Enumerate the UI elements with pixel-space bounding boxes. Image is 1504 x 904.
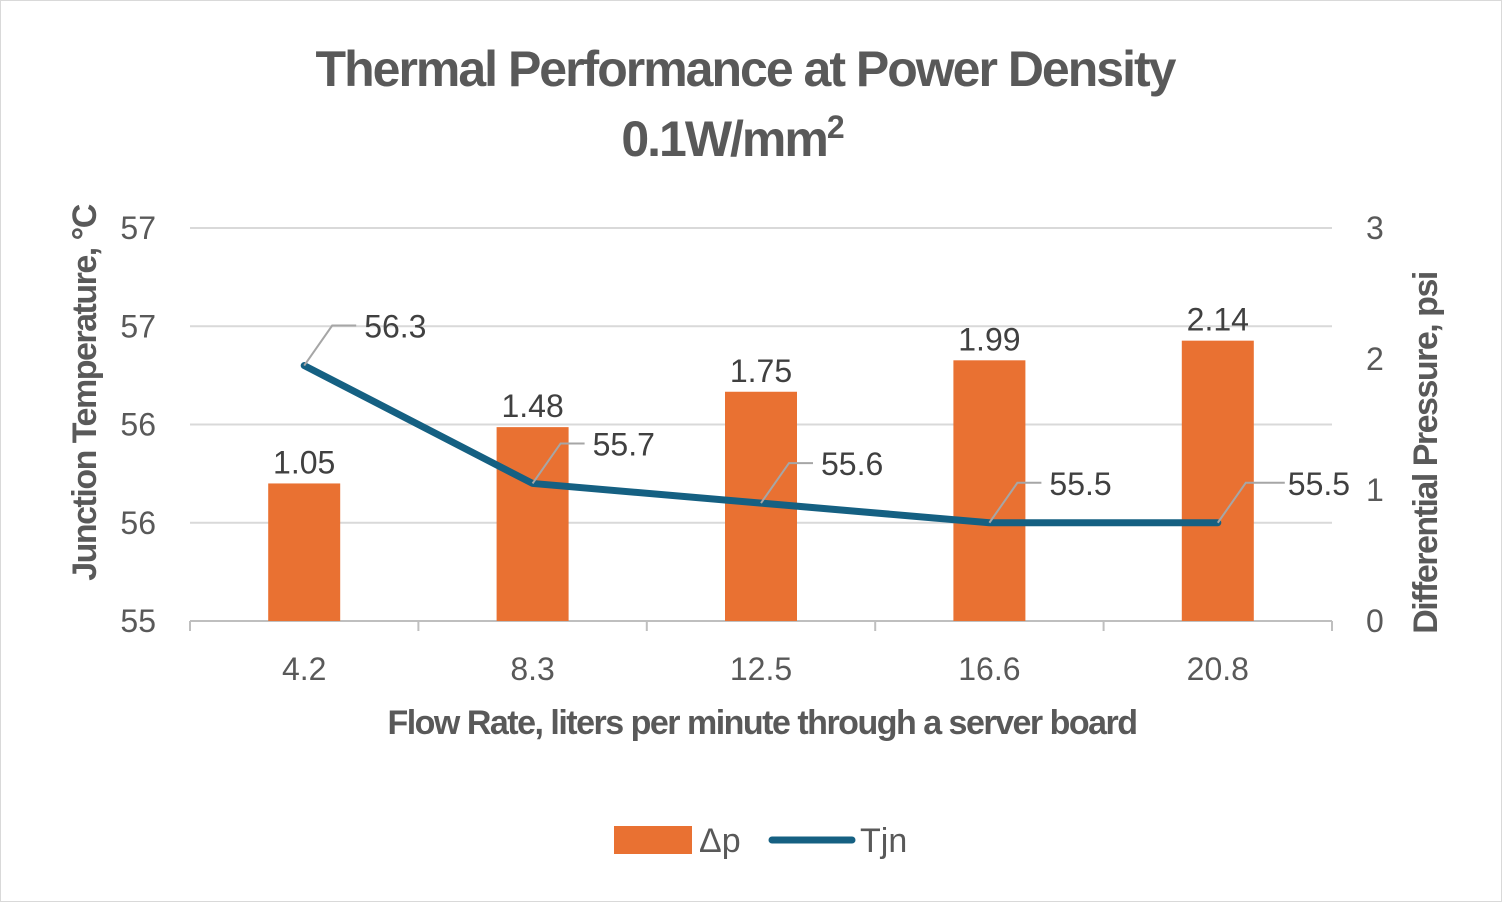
y-left-axis-title: Junction Temperature, °C	[66, 204, 104, 581]
line-data-label: 55.7	[593, 426, 655, 462]
y-left-tick-label: 55	[120, 603, 156, 639]
x-tick-label: 20.8	[1187, 651, 1249, 687]
bar-4.2	[268, 483, 341, 621]
x-tick-label: 8.3	[510, 651, 554, 687]
tick-labels: 55 56 56 57 57 0 1 2 3 4.2 8.3 12.5 16.6 20.8	[120, 210, 1383, 687]
y-right-tick-label: 1	[1366, 472, 1384, 508]
leader-line	[531, 442, 585, 485]
bar-data-label: 2.14	[1187, 302, 1249, 338]
y-right-tick-label: 0	[1366, 603, 1384, 639]
line-data-label: 56.3	[364, 309, 426, 345]
leader-line	[303, 324, 357, 367]
x-tick-label: 16.6	[958, 651, 1020, 687]
bars-series	[268, 340, 1254, 621]
bar-data-label: 1.99	[958, 321, 1020, 357]
bar-20.8	[1181, 340, 1254, 621]
leader-line	[988, 481, 1042, 524]
chart-subtitle: 0.1W/mm2	[621, 109, 844, 167]
y-left-tick-label: 57	[120, 308, 156, 344]
leader-line	[1216, 481, 1285, 524]
legend-label-tjn: Tjn	[860, 822, 907, 860]
y-left-tick-label: 56	[120, 505, 156, 541]
legend: Δp Tjn	[614, 822, 907, 860]
y-right-tick-label: 3	[1366, 210, 1384, 246]
subtitle-base: 0.1W/mm	[621, 111, 827, 167]
line-data-label: 55.6	[821, 446, 883, 482]
bar-8.3	[496, 427, 569, 621]
y-left-tick-label: 57	[120, 210, 156, 246]
y-left-tick-label: 56	[120, 407, 156, 443]
line-data-label: 55.5	[1049, 466, 1111, 502]
bar-data-label: 1.75	[730, 353, 792, 389]
legend-bar-swatch	[614, 826, 692, 854]
x-tick-label: 4.2	[282, 651, 326, 687]
bar-data-label: 1.05	[273, 444, 335, 480]
chart-title: Thermal Performance at Power Density	[316, 41, 1177, 97]
x-axis-title: Flow Rate, liters per minute through a s…	[387, 704, 1136, 742]
y-right-tick-label: 2	[1366, 341, 1384, 377]
y-right-axis-title: Differential Pressure, psi	[1407, 272, 1445, 634]
leader-line	[760, 462, 813, 504]
legend-label-dp: Δp	[699, 822, 741, 860]
x-tick-label: 12.5	[730, 651, 792, 687]
data-labels: 1.05 1.48 1.75 1.99 2.14 56.3 55.7 55.6 55.5 55.5	[273, 302, 1350, 524]
subtitle-sup: 2	[827, 109, 844, 145]
bar-data-label: 1.48	[501, 388, 563, 424]
line-data-label: 55.5	[1288, 466, 1350, 502]
bar-16.6	[953, 360, 1026, 621]
